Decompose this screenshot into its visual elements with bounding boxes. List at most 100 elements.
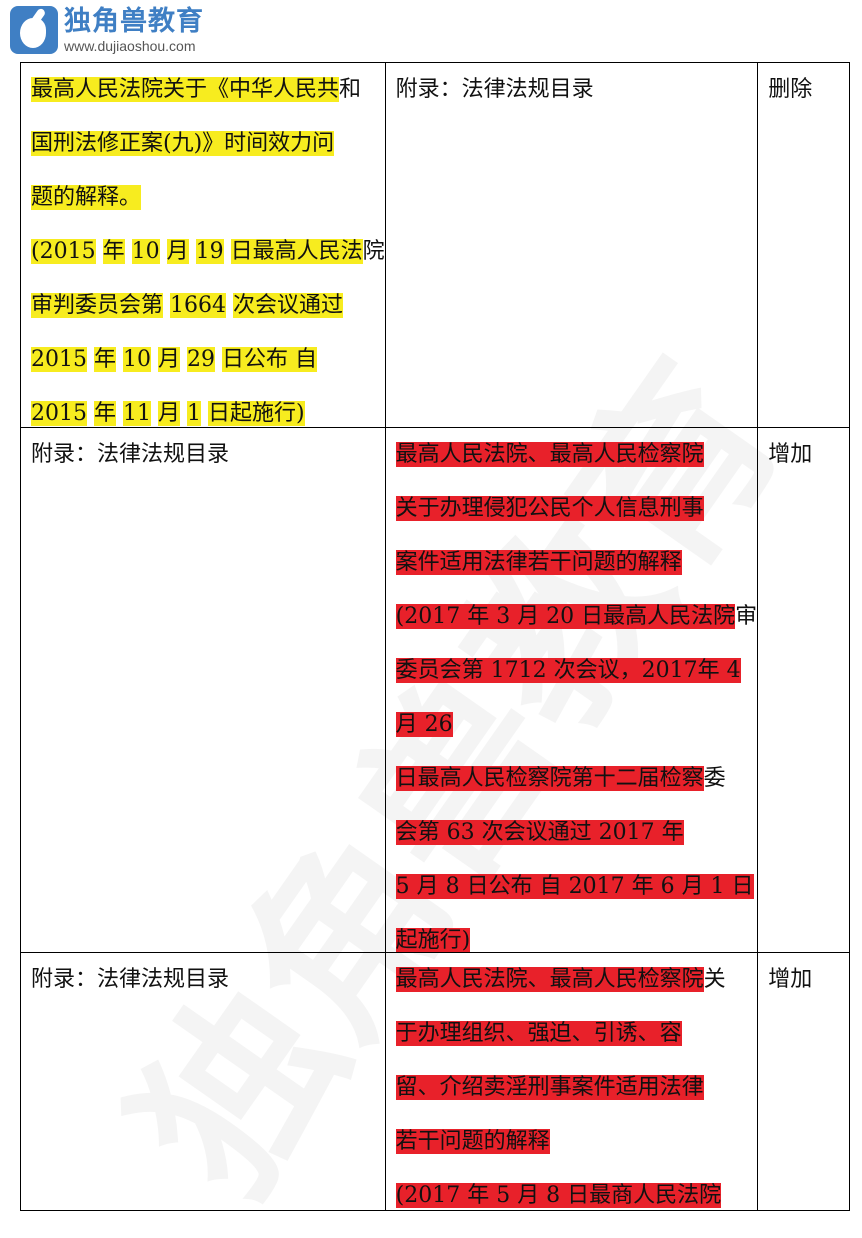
highlighted-text: 年 (94, 347, 117, 372)
highlighted-text: 10 (131, 239, 160, 264)
text-line: 2015 年 11 月 1 日起施行) (31, 398, 384, 427)
text-line: 会第 63 次会议通过 2017 年 (395, 817, 757, 871)
text-line: 留、介绍卖淫刑事案件适用法律 (395, 1072, 757, 1126)
highlighted-text: 最高人民法院关于《中华人民共 (31, 77, 340, 102)
highlighted-text: 日最高人民法 (230, 239, 363, 264)
highlighted-text: 1664 (170, 293, 227, 318)
highlighted-text: 案件适用法律若干问题的解释 (395, 550, 682, 575)
highlighted-text: 会第 63 次会议通过 2017 年 (395, 820, 684, 845)
highlighted-text: 日公布 自 (222, 347, 318, 372)
text: 附录：法律法规目录 (31, 967, 230, 992)
logo-name: 独角兽教育 (64, 6, 204, 37)
highlighted-text: 最高人民法院、最高人民检察院 (395, 967, 704, 992)
table-cell-col1: 最高人民法院关于《中华人民共和国刑法修正案(九)》时间效力问 题的解释。 (2015… (20, 62, 386, 428)
highlighted-text: 题的解释。 (31, 185, 142, 210)
text (151, 347, 158, 372)
highlighted-text: (2015 (31, 239, 96, 264)
text-line: 关于办理侵犯公民个人信息刑事 (395, 493, 757, 547)
text (215, 347, 222, 372)
text-line: 于办理组织、强迫、引诱、容 (395, 1018, 757, 1072)
text (160, 239, 167, 264)
highlighted-text: 最高人民法院、最高人民检察院 (395, 442, 704, 467)
text-line: 日最高人民检察院第十二届检察委 (395, 763, 757, 817)
text-line: 附录：法律法规目录 (395, 74, 757, 128)
text: 审 (735, 604, 758, 629)
table-cell-col2: 附录：法律法规目录 (384, 62, 759, 428)
highlighted-text: 于办理组织、强迫、引诱、容 (395, 1021, 682, 1046)
text: 院 (362, 239, 385, 264)
highlighted-text: 29 (187, 347, 216, 372)
text (189, 239, 196, 264)
text-line: 题的解释。 (31, 182, 384, 236)
highlighted-text: 2015 (31, 347, 87, 372)
text (224, 239, 231, 264)
text-line: 最高人民法院、最高人民检察院 (395, 439, 757, 493)
highlighted-text: 委员会第 1712 次会议，2017年 4 (395, 658, 741, 683)
table-row: 附录：法律法规目录 最高人民法院、最高人民检察院 关于办理侵犯公民个人信息刑事 案件适… (20, 427, 851, 953)
text (180, 401, 187, 426)
text-line: 最高人民法院关于《中华人民共和 (31, 74, 384, 128)
text (116, 347, 123, 372)
text-line: 案件适用法律若干问题的解释 (395, 547, 757, 601)
table-cell-col2: 最高人民法院、最高人民检察院 关于办理侵犯公民个人信息刑事 案件适用法律若干问题的解… (384, 427, 759, 953)
text-line: (2017 年 3 月 20 日最高人民法院审 (395, 601, 758, 655)
text (201, 401, 208, 426)
text: 附录：法律法规目录 (31, 442, 230, 467)
table-cell-col1: 附录：法律法规目录 (20, 952, 386, 1211)
highlighted-text: 次会议通过 (233, 293, 344, 318)
text-line: (2017 年 5 月 8 日最商人民法院 (395, 1180, 757, 1210)
text (116, 401, 123, 426)
text: 关 (703, 967, 726, 992)
highlighted-text: 若干问题的解释 (395, 1129, 550, 1154)
text-line: 审判委员会第 1664 次会议通过 (31, 290, 384, 344)
text: 和 (339, 77, 362, 102)
text-line: 起施行) (395, 925, 757, 952)
highlighted-text: 10 (123, 347, 152, 372)
highlighted-text: 国刑法修正案(九)》时间效力问 (31, 131, 335, 156)
highlighted-text: 1 (187, 401, 202, 426)
highlighted-text: 审判委员会第 (31, 293, 164, 318)
highlighted-text: 5 月 8 日公布 自 2017 年 6 月 1 日 (395, 874, 754, 899)
highlighted-text: 月 (158, 401, 181, 426)
highlighted-text: (2017 年 3 月 20 日最高人民法院 (395, 604, 736, 629)
text-line: (2015 年 10 月 19 日最高人民法院 (31, 236, 385, 290)
table-cell-col1: 附录：法律法规目录 (20, 427, 386, 953)
text (87, 401, 94, 426)
text (125, 239, 132, 264)
table-cell-col3: 删除 (757, 62, 851, 428)
text (163, 293, 170, 318)
text: 增加 (768, 442, 813, 467)
logo: 独角兽教育 www.dujiaoshou.com (10, 6, 204, 54)
highlighted-text: 留、介绍卖淫刑事案件适用法律 (395, 1075, 704, 1100)
table-row: 附录：法律法规目录 最高人民法院、最高人民检察院关于办理组织、强迫、引诱、容 留、介… (20, 952, 851, 1211)
text-line: 附录：法律法规目录 (31, 439, 384, 493)
text (226, 293, 233, 318)
text: 委 (703, 766, 726, 791)
highlighted-text: 2015 (31, 401, 87, 426)
text-line: 国刑法修正案(九)》时间效力问 (31, 128, 384, 182)
highlighted-text: 11 (123, 401, 152, 426)
highlighted-text: 年 (94, 401, 117, 426)
table-row: 最高人民法院关于《中华人民共和国刑法修正案(九)》时间效力问 题的解释。 (2015… (20, 62, 851, 428)
highlighted-text: 日最高人民检察院第十二届检察 (395, 766, 704, 791)
text-line: 增加 (768, 964, 849, 1018)
highlighted-text: 月 26 (395, 712, 453, 737)
highlighted-text: 日起施行) (208, 401, 305, 426)
text (96, 239, 103, 264)
text-line: 委员会第 1712 次会议，2017年 4 (395, 655, 757, 709)
comparison-table: 最高人民法院关于《中华人民共和国刑法修正案(九)》时间效力问 题的解释。 (2015… (20, 62, 851, 1211)
highlighted-text: 关于办理侵犯公民个人信息刑事 (395, 496, 704, 521)
highlighted-text: (2017 年 5 月 8 日最商人民法院 (395, 1183, 722, 1208)
text (151, 401, 158, 426)
table-cell-col3: 增加 (757, 952, 851, 1211)
text-line: 2015 年 10 月 29 日公布 自 (31, 344, 384, 398)
text-line: 月 26 (395, 709, 757, 763)
table-cell-col3: 增加 (757, 427, 851, 953)
text: 删除 (768, 77, 813, 102)
text (87, 347, 94, 372)
logo-url: www.dujiaoshou.com (64, 38, 196, 54)
highlighted-text: 月 (158, 347, 181, 372)
text-line: 附录：法律法规目录 (31, 964, 384, 1018)
text: 附录：法律法规目录 (395, 77, 594, 102)
highlighted-text: 年 (102, 239, 125, 264)
